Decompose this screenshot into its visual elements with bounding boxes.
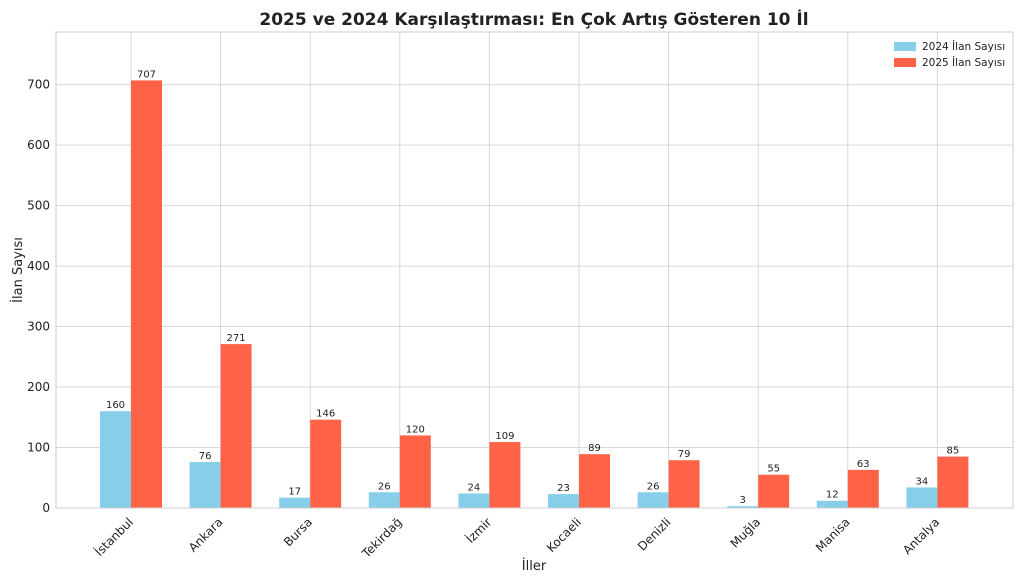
x-tick-label: İzmir: [463, 514, 495, 546]
bar-value-label: 109: [495, 431, 514, 442]
y-tick-label: 300: [27, 320, 50, 334]
bar-value-label: 79: [678, 449, 691, 460]
bar-2024: [279, 497, 311, 508]
bar-2025: [131, 80, 162, 508]
x-tick-label: Kocaeli: [544, 515, 584, 555]
bar-2025: [758, 474, 790, 508]
legend: 2024 İlan Sayısı 2025 İlan Sayısı: [894, 40, 1005, 69]
x-axis-ticks: İstanbul Ankara Bursa Tekirdağ İzmir Kocaeli D…: [91, 514, 942, 561]
bar-2025: [399, 435, 431, 508]
bar-value-label: 17: [288, 487, 301, 498]
bar-2024: [637, 492, 669, 508]
bar-value-label: 23: [557, 483, 570, 494]
x-tick-label: Ankara: [186, 515, 226, 555]
x-tick-label: Tekirdağ: [359, 515, 405, 561]
bar-value-label: 63: [857, 459, 870, 470]
bar-value-label: 85: [947, 446, 960, 457]
bar-value-label: 24: [468, 482, 481, 493]
y-tick-label: 100: [27, 441, 50, 455]
y-tick-label: 500: [27, 199, 50, 213]
x-tick-label: Denizli: [635, 515, 674, 554]
bar-value-label: 12: [826, 490, 839, 501]
bar-value-label: 3: [740, 495, 746, 506]
bar-2024: [368, 492, 400, 508]
chart-title: 2025 ve 2024 Karşılaştırması: En Çok Art…: [259, 8, 808, 30]
x-tick-label: Antalya: [900, 515, 942, 557]
legend-swatch-2025: [894, 58, 916, 67]
bar-value-label: 26: [647, 481, 660, 492]
bar-value-label: 34: [916, 476, 929, 487]
bar-2024: [906, 487, 938, 508]
bar-2025: [937, 456, 969, 508]
bar-value-label: 76: [199, 451, 212, 462]
bar-2024: [100, 411, 131, 508]
plot-frame: [55, 31, 1014, 509]
y-tick-label: 0: [42, 501, 50, 515]
bar-value-label: 146: [316, 409, 335, 420]
bars: [100, 80, 969, 508]
x-tick-label: Bursa: [281, 515, 315, 549]
bar-2024: [189, 462, 221, 508]
y-tick-label: 400: [27, 259, 50, 273]
bar-value-label: 26: [378, 481, 391, 492]
data-labels: 160 76 17 26 24 23 26 3 12 34 707 271 146 120 109 89 79 5…: [106, 69, 959, 506]
y-tick-label: 600: [27, 138, 50, 152]
bar-value-label: 160: [106, 400, 125, 411]
bar-2024: [816, 500, 848, 508]
bar-value-label: 707: [137, 69, 156, 80]
y-axis-ticks: 0 100 200 300 400 500 600 700: [27, 78, 50, 515]
bar-value-label: 271: [227, 333, 246, 344]
bar-2024: [548, 494, 579, 508]
legend-label-2025: 2025 İlan Sayısı: [922, 56, 1005, 69]
bar-2024: [727, 506, 759, 508]
x-tick-label: İstanbul: [91, 514, 136, 559]
legend-label-2024: 2024 İlan Sayısı: [922, 40, 1005, 53]
bar-2025: [310, 419, 342, 508]
y-axis-label: İlan Sayısı: [10, 237, 26, 303]
bar-value-label: 89: [588, 443, 601, 454]
x-tick-label: Manisa: [813, 515, 853, 555]
bar-2025: [489, 442, 521, 508]
bar-value-label: 120: [406, 424, 425, 435]
grid: [56, 32, 1013, 509]
bar-2025: [220, 344, 252, 508]
x-tick-label: Muğla: [728, 515, 764, 551]
x-axis-label: İller: [522, 558, 547, 574]
y-tick-label: 700: [27, 78, 50, 92]
y-tick-label: 200: [27, 380, 50, 394]
legend-swatch-2024: [894, 42, 916, 51]
bar-2025: [579, 454, 610, 508]
bar-2024: [458, 493, 490, 508]
bar-2025: [668, 460, 700, 508]
bar-2025: [847, 469, 879, 508]
bar-value-label: 55: [767, 464, 780, 475]
